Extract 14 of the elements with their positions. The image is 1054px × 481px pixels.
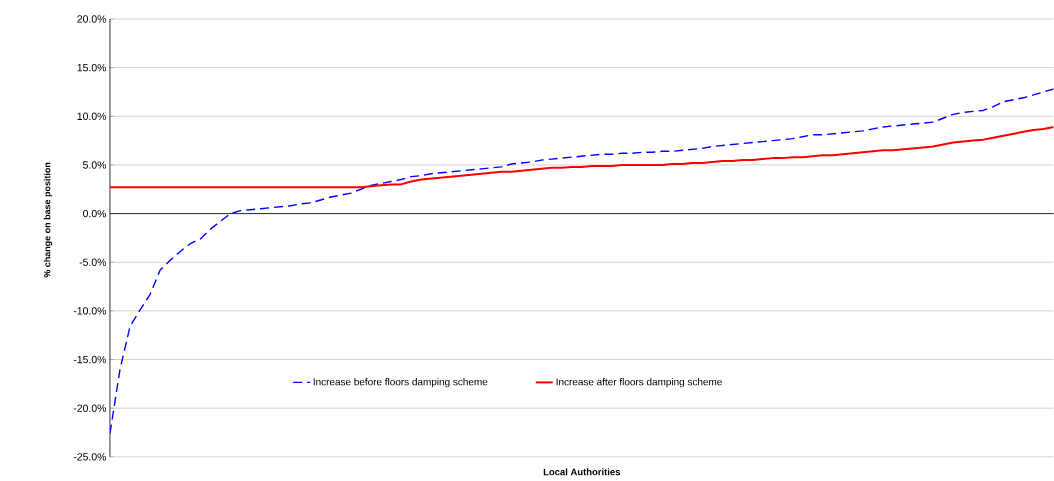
y-tick-label: 5.0% (83, 161, 107, 169)
y-tick-label: -10.0% (73, 307, 107, 315)
y-tick-label: -15.0% (73, 355, 107, 364)
y-axis-title: % change on base position (43, 162, 53, 278)
y-tick-label: 15.0% (77, 64, 107, 72)
y-tick-label: 0.0% (83, 209, 107, 218)
y-tick-label: -20.0% (73, 404, 107, 412)
legend-label: Increase after floors damping scheme (556, 378, 722, 388)
y-tick-label: 10.0% (77, 112, 107, 121)
y-tick-label: -5.0% (79, 258, 107, 267)
legend-label: Increase before floors damping scheme (313, 378, 488, 388)
y-tick-label: -25.0% (73, 453, 107, 461)
x-axis-title: Local Authorities (543, 468, 621, 476)
y-tick-label: 20.0% (77, 15, 107, 23)
